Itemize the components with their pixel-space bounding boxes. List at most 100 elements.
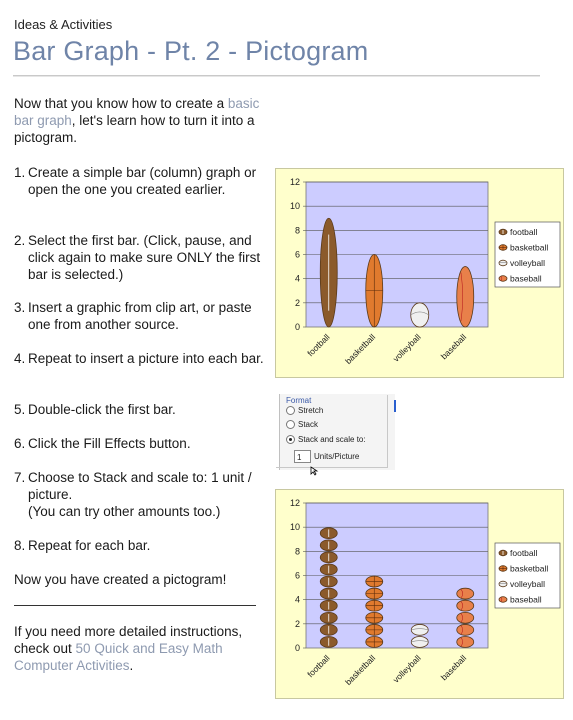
- chart-1-svg: 0 2 4 6 8 10 12 football basketball volleyball bas…: [290, 177, 561, 366]
- y-tick-label: 12: [290, 177, 300, 187]
- step-4: 4. Repeat to insert a picture into each …: [14, 350, 264, 367]
- step-7-extra: (You can try other amounts too.): [28, 504, 221, 519]
- legend-volleyball-icon-shape: [498, 580, 508, 588]
- bar-volleyball: [410, 624, 429, 648]
- y-tick-label: 12: [290, 498, 300, 508]
- legend-label: volleyball: [510, 258, 545, 268]
- legend-item-basketball: basketball: [498, 243, 548, 253]
- bar-basketball: [365, 254, 384, 328]
- step-number: 7.: [14, 470, 26, 485]
- y-tick-label: 6: [295, 250, 300, 260]
- legend-label: baseball: [510, 274, 542, 284]
- x-tick-label: baseball: [439, 653, 469, 683]
- stack-radio[interactable]: [286, 420, 295, 429]
- legend-item-volleyball: volleyball: [498, 258, 545, 268]
- legend-item-basketball: basketball: [498, 564, 548, 574]
- chart-stretched-pictures: 0 2 4 6 8 10 12 football basketball volleyball bas…: [275, 168, 564, 378]
- bar-football: [319, 217, 338, 328]
- step-8: 8. Repeat for each bar.: [14, 537, 264, 554]
- bar-baseball-picture-shape: [456, 266, 475, 328]
- step-3: 3. Insert a graphic from clip art, or pa…: [14, 299, 264, 333]
- legend-label: volleyball: [510, 579, 545, 589]
- stack-option[interactable]: Stack: [286, 420, 318, 429]
- bar-baseball-unit-shape: [456, 599, 475, 612]
- page-title: Bar Graph - Pt. 2 - Pictogram: [13, 36, 369, 66]
- step-number: 6.: [14, 436, 26, 451]
- footer-text-after: .: [129, 658, 134, 673]
- step-text: Repeat for each bar.: [28, 538, 151, 553]
- y-tick-label: 8: [295, 225, 300, 235]
- bar-volleyball-unit-seam: [411, 640, 429, 643]
- bar-baseball-unit-stitch: [460, 589, 463, 599]
- legend-label: baseball: [510, 595, 542, 605]
- step-number: 2.: [14, 233, 26, 248]
- units-input[interactable]: 1: [294, 450, 311, 463]
- step-text: Click the Fill Effects button.: [28, 436, 191, 451]
- bar-baseball-unit-shape: [456, 611, 475, 624]
- stretch-label: Stretch: [298, 406, 324, 415]
- bar-baseball-unit-shape: [456, 636, 475, 648]
- x-tick-label: volleyball: [391, 653, 423, 685]
- y-tick-label: 4: [295, 595, 300, 605]
- bar-baseball-unit-shape: [456, 624, 475, 636]
- math-activities-link[interactable]: 50 Quick and Easy Math Computer Activiti…: [14, 641, 223, 673]
- step-2: 2. Select the first bar. (Click, pause, …: [14, 232, 264, 283]
- bar-baseball-unit-stitch: [460, 613, 463, 623]
- step-text: Choose to Stack and scale to: 1 unit / p…: [28, 469, 264, 520]
- legend-label: basketball: [510, 564, 548, 574]
- bar-volleyball-picture-seam: [410, 311, 429, 316]
- bar-baseball-unit-stitch: [460, 637, 463, 647]
- x-tick-label: basketball: [343, 332, 377, 366]
- legend-baseball-icon-shape: [498, 275, 508, 282]
- y-tick-label: 0: [295, 643, 300, 653]
- y-tick-label: 10: [290, 522, 300, 532]
- legend-volleyball-icon-shape: [498, 259, 508, 267]
- stack-scale-label: Stack and scale to:: [298, 435, 366, 444]
- x-tick-label: football: [305, 653, 332, 680]
- footer-divider: [14, 605, 256, 606]
- intro-paragraph: Now that you know how to create a basic …: [14, 95, 264, 146]
- y-tick-label: 6: [295, 571, 300, 581]
- legend-volleyball-icon-seam: [498, 262, 508, 264]
- bar-baseball-unit-stitch: [460, 601, 463, 611]
- bar-baseball-unit-stitch: [460, 625, 463, 635]
- legend-item-baseball: baseball: [498, 595, 542, 605]
- x-tick-label: football: [305, 332, 332, 359]
- legend-item-volleyball: volleyball: [498, 579, 545, 589]
- legend-item-baseball: baseball: [498, 274, 542, 284]
- bar-basketball: [365, 575, 384, 648]
- legend-label: basketball: [510, 243, 548, 253]
- y-tick-label: 8: [295, 546, 300, 556]
- basic-bar-graph-link[interactable]: basic bar graph: [14, 96, 260, 128]
- legend-baseball-icon-stitch: [500, 276, 503, 281]
- step-number: 1.: [14, 165, 26, 180]
- y-tick-label: 10: [290, 201, 300, 211]
- step-7-main: Choose to Stack and scale to: 1 unit / p…: [28, 470, 252, 502]
- section-kicker: Ideas & Activities: [14, 17, 113, 32]
- step-7: 7. Choose to Stack and scale to: 1 unit …: [14, 469, 264, 520]
- stretch-option[interactable]: Stretch: [286, 406, 323, 415]
- chart-2-svg: 0 2 4 6 8 10 12 football basketball volleyball bas…: [290, 498, 561, 687]
- step-text: Repeat to insert a picture into each bar…: [28, 351, 264, 366]
- mouse-cursor-icon: [310, 466, 319, 476]
- bar-volleyball-picture-shape: [410, 302, 430, 328]
- stretch-radio[interactable]: [286, 406, 295, 415]
- bar-baseball-picture-stitch: [460, 272, 463, 321]
- dialog-scrollbar-edge: [394, 400, 396, 412]
- step-number: 5.: [14, 402, 26, 417]
- stack-scale-option[interactable]: Stack and scale to:: [286, 435, 366, 444]
- x-tick-label: baseball: [439, 332, 469, 362]
- legend-baseball-icon-shape: [498, 596, 508, 603]
- x-tick-label: basketball: [343, 653, 377, 687]
- y-tick-label: 2: [295, 298, 300, 308]
- x-tick-label: volleyball: [391, 332, 423, 364]
- intro-text-before: Now that you know how to create a: [14, 96, 228, 111]
- format-group-label: Format: [286, 396, 312, 405]
- step-text: Insert a graphic from clip art, or paste…: [28, 300, 252, 332]
- legend-volleyball-icon-seam: [498, 583, 508, 585]
- units-label: Units/Picture: [314, 452, 360, 461]
- footer-paragraph: If you need more detailed instructions, …: [14, 623, 259, 674]
- stack-scale-radio[interactable]: [286, 435, 295, 444]
- step-text: Double-click the first bar.: [28, 402, 176, 417]
- bar-baseball-unit-shape: [456, 587, 475, 600]
